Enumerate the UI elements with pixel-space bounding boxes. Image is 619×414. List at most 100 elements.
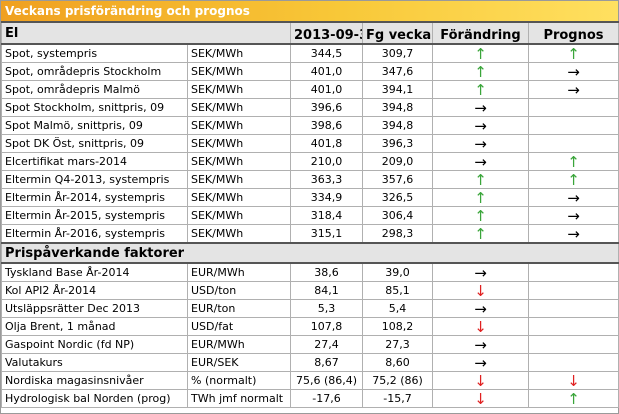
change-arrow: ↓ xyxy=(432,281,529,300)
data-row: Eltermin År-2016, systempris SEK/MWh 315,1… xyxy=(1,224,619,244)
previous-value: 298,3 xyxy=(362,224,433,244)
current-value: 344,5 xyxy=(290,43,363,63)
change-arrow: → xyxy=(432,152,529,171)
current-value: 27,4 xyxy=(290,335,363,354)
unit: EUR/MWh xyxy=(187,262,291,282)
change-arrow: ↑ xyxy=(432,62,529,81)
current-value: 210,0 xyxy=(290,152,363,171)
data-row: Spot, områdepris Malmö SEK/MWh 401,0 394,1 ↑… xyxy=(1,80,619,99)
previous-value: 108,2 xyxy=(362,317,433,336)
empty-cell xyxy=(528,299,619,318)
change-arrow: → xyxy=(432,262,529,282)
previous-value: 8,60 xyxy=(362,353,433,372)
column-header: Fg vecka xyxy=(362,21,433,45)
change-arrow: ↑ xyxy=(432,170,529,189)
change-arrow: → xyxy=(432,299,529,318)
empty-cell xyxy=(528,281,619,300)
section-title: El xyxy=(1,21,291,45)
data-row: Spot DK Öst, snittpris, 09 SEK/MWh 401,8 39… xyxy=(1,134,619,153)
column-header: Förändring xyxy=(432,21,529,45)
current-value: 107,8 xyxy=(290,317,363,336)
forecast-arrow: ↑ xyxy=(528,152,619,171)
data-row: Gaspoint Nordic (fd NP) EUR/MWh 27,4 27,3 → xyxy=(1,335,619,354)
item-name: Nordiska magasinsnivåer xyxy=(1,371,188,390)
change-arrow: → xyxy=(432,116,529,135)
previous-value: 396,3 xyxy=(362,134,433,153)
unit: EUR/SEK xyxy=(187,353,291,372)
item-name: Spot, områdepris Stockholm xyxy=(1,62,188,81)
item-name: Eltermin År-2016, systempris xyxy=(1,224,188,244)
empty-cell xyxy=(528,134,619,153)
previous-value: 394,8 xyxy=(362,98,433,117)
unit: EUR/MWh xyxy=(187,335,291,354)
unit: SEK/MWh xyxy=(187,134,291,153)
data-row: Spot, systempris SEK/MWh 344,5 309,7 ↑ ↑ xyxy=(1,43,619,63)
forecast-arrow: ↑ xyxy=(528,389,619,408)
previous-value: 27,3 xyxy=(362,335,433,354)
current-value: 401,8 xyxy=(290,134,363,153)
unit: SEK/MWh xyxy=(187,152,291,171)
item-name: Spot, systempris xyxy=(1,43,188,63)
current-value: 8,67 xyxy=(290,353,363,372)
report-title: Veckans prisförändring och prognos xyxy=(1,1,618,21)
unit: SEK/MWh xyxy=(187,43,291,63)
item-name: Elcertifikat mars-2014 xyxy=(1,152,188,171)
forecast-arrow: → xyxy=(528,206,619,225)
previous-value: 326,5 xyxy=(362,188,433,207)
unit: EUR/ton xyxy=(187,299,291,318)
section-row: Prispåverkande faktorer xyxy=(1,242,619,264)
item-name: Tyskland Base År-2014 xyxy=(1,262,188,282)
data-row: Nordiska magasinsnivåer% (normalt) 75,6 (… xyxy=(1,371,619,390)
forecast-arrow: → xyxy=(528,80,619,99)
unit: USD/ton xyxy=(187,281,291,300)
change-arrow: → xyxy=(432,134,529,153)
current-value: 401,0 xyxy=(290,80,363,99)
data-row: Spot Malmö, snittpris, 09 SEK/MWh 398,6 394… xyxy=(1,116,619,135)
section-title: Prispåverkande faktorer xyxy=(1,242,619,264)
empty-cell xyxy=(528,353,619,372)
change-arrow: ↑ xyxy=(432,80,529,99)
data-row: Spot Stockholm, snittpris, 09 SEK/MWh 396,… xyxy=(1,98,619,117)
data-row: Olja Brent, 1 månad USD/fat 107,8 108,2 ↓ xyxy=(1,317,619,336)
empty-cell xyxy=(528,116,619,135)
forecast-arrow: → xyxy=(528,224,619,244)
current-value: 5,3 xyxy=(290,299,363,318)
previous-value: 357,6 xyxy=(362,170,433,189)
unit: % (normalt) xyxy=(187,371,291,390)
current-value: 84,1 xyxy=(290,281,363,300)
item-name: Spot Stockholm, snittpris, 09 xyxy=(1,98,188,117)
item-name: Hydrologisk bal Norden (prog) xyxy=(1,389,188,408)
change-arrow: → xyxy=(432,353,529,372)
current-value: -17,6 xyxy=(290,389,363,408)
item-name: Valutakurs xyxy=(1,353,188,372)
item-name: Gaspoint Nordic (fd NP) xyxy=(1,335,188,354)
data-row: Hydrologisk bal Norden (prog) TWh jmf nor… xyxy=(1,389,619,408)
unit: SEK/MWh xyxy=(187,188,291,207)
unit: TWh jmf normalt xyxy=(187,389,291,408)
previous-value: 347,6 xyxy=(362,62,433,81)
current-value: 318,4 xyxy=(290,206,363,225)
current-value: 334,9 xyxy=(290,188,363,207)
empty-cell xyxy=(528,98,619,117)
current-value: 396,6 xyxy=(290,98,363,117)
change-arrow: ↑ xyxy=(432,224,529,244)
forecast-arrow: ↑ xyxy=(528,170,619,189)
item-name: Olja Brent, 1 månad xyxy=(1,317,188,336)
item-name: Spot DK Öst, snittpris, 09 xyxy=(1,134,188,153)
data-row: Spot, områdepris Stockholm SEK/MWh 401,0 34… xyxy=(1,62,619,81)
change-arrow: ↑ xyxy=(432,188,529,207)
data-row: Eltermin År-2014, systempris SEK/MWh 334,9… xyxy=(1,188,619,207)
change-arrow: ↑ xyxy=(432,43,529,63)
change-arrow: ↓ xyxy=(432,317,529,336)
previous-value: 306,4 xyxy=(362,206,433,225)
current-value: 75,6 (86,4) xyxy=(290,371,363,390)
unit: USD/fat xyxy=(187,317,291,336)
item-name: Spot, områdepris Malmö xyxy=(1,80,188,99)
item-name: Spot Malmö, snittpris, 09 xyxy=(1,116,188,135)
empty-cell xyxy=(528,317,619,336)
previous-value: 394,8 xyxy=(362,116,433,135)
change-arrow: ↑ xyxy=(432,206,529,225)
